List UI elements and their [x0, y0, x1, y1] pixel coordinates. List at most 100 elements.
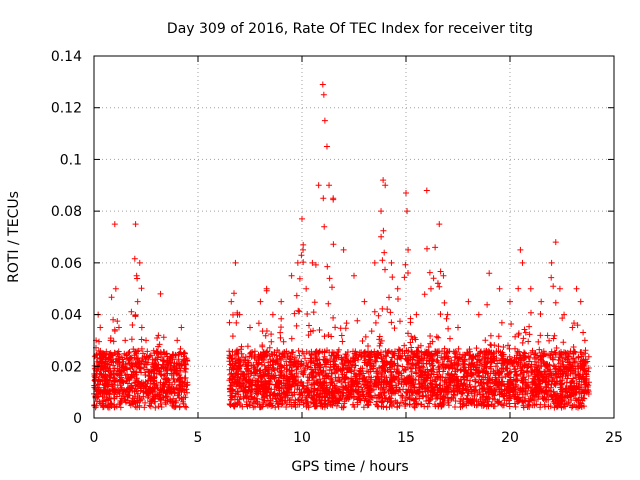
data-point — [247, 324, 253, 331]
data-point — [371, 259, 378, 266]
data-point — [269, 311, 276, 318]
data-point — [174, 337, 181, 344]
data-point — [321, 117, 328, 124]
data-point — [405, 246, 412, 253]
y-tick-label: 0.06 — [51, 256, 82, 272]
axis-ticks — [93, 55, 615, 419]
y-tick-label: 0.14 — [51, 49, 82, 65]
x-tick-label: 0 — [90, 430, 99, 446]
data-point — [153, 350, 160, 357]
x-axis-label: GPS time / hours — [291, 459, 408, 475]
data-point — [133, 272, 140, 279]
data-point — [556, 285, 563, 292]
data-point — [465, 298, 472, 305]
data-point — [99, 350, 106, 357]
data-point — [303, 285, 310, 292]
data-point — [111, 221, 118, 228]
data-point — [561, 311, 568, 318]
data-point — [143, 337, 149, 344]
y-tick-label: 0.12 — [51, 101, 82, 117]
data-point — [573, 285, 580, 292]
data-point — [340, 246, 347, 253]
data-point — [115, 324, 122, 331]
data-point — [138, 324, 145, 331]
data-point — [326, 182, 333, 189]
data-point — [394, 285, 401, 292]
data-point — [136, 259, 143, 266]
data-point — [519, 259, 526, 266]
data-point — [178, 324, 185, 331]
data-point — [157, 290, 164, 297]
y-axis-label: ROTI / TECUs — [6, 191, 22, 283]
y-tick-label: 0.02 — [51, 359, 82, 375]
data-point — [180, 350, 187, 357]
y-tick-label: 0.1 — [60, 152, 82, 168]
grid-lines — [94, 56, 614, 418]
data-point — [309, 259, 316, 266]
x-tick-label: 25 — [605, 430, 623, 446]
data-point — [432, 244, 439, 251]
data-point — [361, 298, 368, 305]
data-point — [97, 324, 104, 331]
data-point — [351, 272, 357, 279]
data-point — [382, 182, 389, 189]
data-point — [404, 208, 411, 215]
x-tick-labels: 0 5 10 15 20 25 — [90, 430, 623, 446]
x-tick-label: 15 — [397, 430, 415, 446]
data-point — [427, 285, 434, 292]
data-point — [423, 187, 430, 194]
data-point — [319, 81, 326, 88]
y-tick-label: 0 — [73, 411, 82, 427]
data-point — [548, 259, 555, 266]
data-point — [388, 259, 395, 266]
data-point — [299, 215, 305, 222]
data-point — [440, 272, 447, 279]
data-point — [315, 182, 322, 189]
data-point — [507, 298, 513, 305]
x-tick-label: 10 — [293, 430, 311, 446]
data-point — [380, 177, 387, 184]
data-point — [323, 143, 330, 150]
data-point — [444, 311, 451, 318]
data-point — [517, 246, 524, 253]
data-point — [112, 285, 119, 292]
data-point — [403, 190, 409, 197]
data-point — [320, 91, 327, 98]
data-point — [527, 285, 534, 292]
data-point — [475, 311, 482, 318]
data-point — [263, 285, 270, 292]
y-tick-label: 0.04 — [51, 308, 82, 324]
data-point — [134, 298, 141, 305]
data-point — [101, 363, 108, 370]
y-tick-label: 0.08 — [51, 204, 82, 220]
plot-frame — [93, 55, 615, 419]
data-point — [455, 324, 461, 331]
x-tick-label: 20 — [501, 430, 519, 446]
data-points — [93, 81, 588, 370]
data-point — [107, 337, 114, 344]
data-point — [413, 311, 420, 318]
data-point — [486, 270, 493, 277]
data-point — [496, 285, 503, 292]
data-point — [436, 221, 443, 228]
data-point — [228, 298, 235, 305]
data-point — [163, 350, 170, 357]
data-points-cloud — [91, 195, 592, 411]
data-point — [577, 298, 584, 305]
data-point — [569, 324, 576, 331]
data-points-dense-cloud — [91, 195, 592, 411]
data-point — [278, 298, 285, 305]
data-point — [122, 337, 129, 344]
data-point — [288, 272, 295, 279]
data-point — [257, 298, 264, 305]
y-tick-labels: 0 0.02 0.04 0.06 0.08 0.1 0.12 0.14 — [51, 49, 82, 427]
data-point — [232, 259, 239, 266]
data-point — [132, 221, 139, 228]
data-point — [581, 337, 588, 344]
data-point — [236, 311, 243, 318]
data-point — [378, 208, 385, 215]
chart-title: Day 309 of 2016, Rate Of TEC Index for r… — [167, 21, 533, 37]
x-tick-label: 5 — [194, 430, 203, 446]
data-point — [552, 239, 559, 246]
